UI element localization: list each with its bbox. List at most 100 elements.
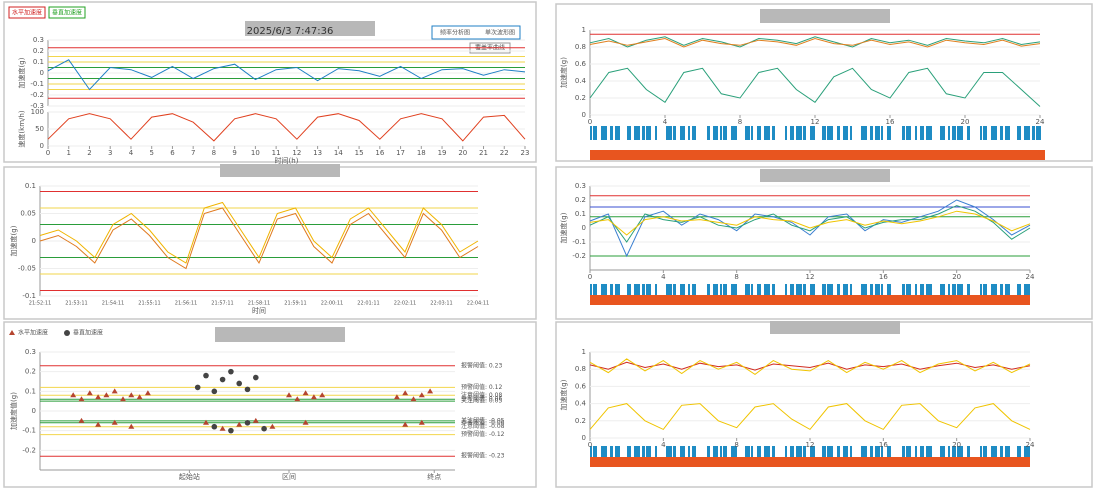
status-strip <box>720 284 722 298</box>
point <box>410 396 417 402</box>
x-tick-label: 20 <box>952 441 961 449</box>
status-strip <box>980 284 982 298</box>
y-tick-label: -0.2 <box>30 91 44 99</box>
x-tick-label: 21:56:11 <box>175 301 197 307</box>
y-tick-label: 0.3 <box>575 182 586 190</box>
point <box>128 423 135 429</box>
x-tick-label: 23 <box>521 149 530 157</box>
x-tick-label: 21:57:11 <box>211 301 233 307</box>
x-tick-label: 区间 <box>282 473 296 481</box>
y-tick-label: 0 <box>582 111 586 119</box>
status-strip <box>745 284 750 298</box>
status-strip <box>906 126 911 140</box>
y-tick-label: -0.2 <box>22 446 36 454</box>
status-strip <box>875 284 880 298</box>
y-tick-label: 0.6 <box>575 60 587 68</box>
point <box>194 384 201 391</box>
status-strip <box>785 446 787 460</box>
x-tick-label: 20 <box>458 149 467 157</box>
status-strip <box>906 284 911 298</box>
point <box>252 417 259 423</box>
status-strip <box>751 446 753 460</box>
series-line <box>589 361 1031 371</box>
x-tick-label: 16 <box>879 441 888 449</box>
x-tick-label: 18 <box>417 149 426 157</box>
status-strip <box>983 126 987 140</box>
y-tick-label: 0.2 <box>575 196 586 204</box>
status-strip <box>615 126 620 140</box>
point <box>261 425 267 432</box>
point <box>203 419 209 425</box>
status-strip <box>948 284 950 298</box>
status-strip <box>983 284 987 298</box>
status-strip <box>861 446 867 460</box>
point <box>120 396 126 402</box>
status-strip <box>720 126 722 140</box>
y-tick-label: 0 <box>582 224 586 232</box>
status-strip <box>723 446 727 460</box>
status-strip <box>948 126 950 140</box>
status-strip <box>642 284 645 298</box>
y-tick-label: 1 <box>582 26 586 34</box>
status-strip <box>680 446 685 460</box>
y-axis-label: 加速度(g) <box>559 57 568 88</box>
status-strip <box>952 284 956 298</box>
status-strip <box>757 446 761 460</box>
status-strip <box>790 284 794 298</box>
y-tick-label: 0 <box>32 237 36 245</box>
status-strip <box>593 126 597 140</box>
x-tick-label: 7 <box>191 149 195 157</box>
tag[interactable]: 垂直加速度 <box>52 9 82 17</box>
status-strip <box>772 446 775 460</box>
status-strip <box>843 284 848 298</box>
status-strip <box>751 126 753 140</box>
x-tick-label: 14 <box>334 149 343 157</box>
y-tick-label: -0.1 <box>22 427 36 435</box>
status-strip <box>887 446 891 460</box>
x-tick-label: 4 <box>661 273 666 281</box>
threshold-label: 注意阈值: 0.08 <box>461 391 502 399</box>
point <box>228 368 234 375</box>
status-strip <box>764 126 770 140</box>
point <box>219 425 226 431</box>
status-strip <box>902 284 905 298</box>
status-strip <box>1017 284 1021 298</box>
status-strip <box>1036 126 1041 140</box>
status-strip <box>666 284 672 298</box>
legend-label: 垂直加速度 <box>73 329 103 337</box>
status-strip <box>707 446 710 460</box>
status-strip <box>810 284 815 298</box>
status-strip <box>713 284 718 298</box>
status-strip <box>967 126 970 140</box>
status-strip <box>1024 284 1030 298</box>
panel <box>3 166 537 320</box>
status-strip <box>757 126 761 140</box>
x-tick-label: 12 <box>811 118 820 126</box>
status-strip <box>810 446 815 460</box>
point <box>294 396 301 402</box>
y-tick-label: 0 <box>40 69 44 77</box>
status-strip <box>646 126 651 140</box>
x-tick-label: 22:01:11 <box>357 301 379 307</box>
status-strip <box>655 446 657 460</box>
status-strip <box>926 446 932 460</box>
status-strip <box>940 284 945 298</box>
status-strip <box>870 284 873 298</box>
x-tick-label: 21:58:11 <box>248 301 270 307</box>
button[interactable]: 频率分析图 <box>440 29 470 37</box>
y-tick-label: 0.4 <box>575 400 587 408</box>
status-strip <box>680 126 685 140</box>
y-tick-label: 100 <box>31 108 44 116</box>
x-tick-label: 0 <box>588 118 592 126</box>
x-tick-label: 21 <box>479 149 488 157</box>
tag[interactable]: 水平加速度 <box>12 9 42 17</box>
x-tick-label: 21:55:11 <box>138 301 160 307</box>
threshold-label: 注意阈值: -0.08 <box>461 422 505 430</box>
x-tick-label: 16 <box>886 118 895 126</box>
point <box>78 396 85 402</box>
button[interactable]: 单次波形图 <box>485 29 515 37</box>
status-strip <box>610 126 613 140</box>
status-strip <box>642 126 645 140</box>
y-axis-label: 速度(km/h) <box>17 110 26 147</box>
x-tick-label: 21:52:11 <box>29 301 51 307</box>
